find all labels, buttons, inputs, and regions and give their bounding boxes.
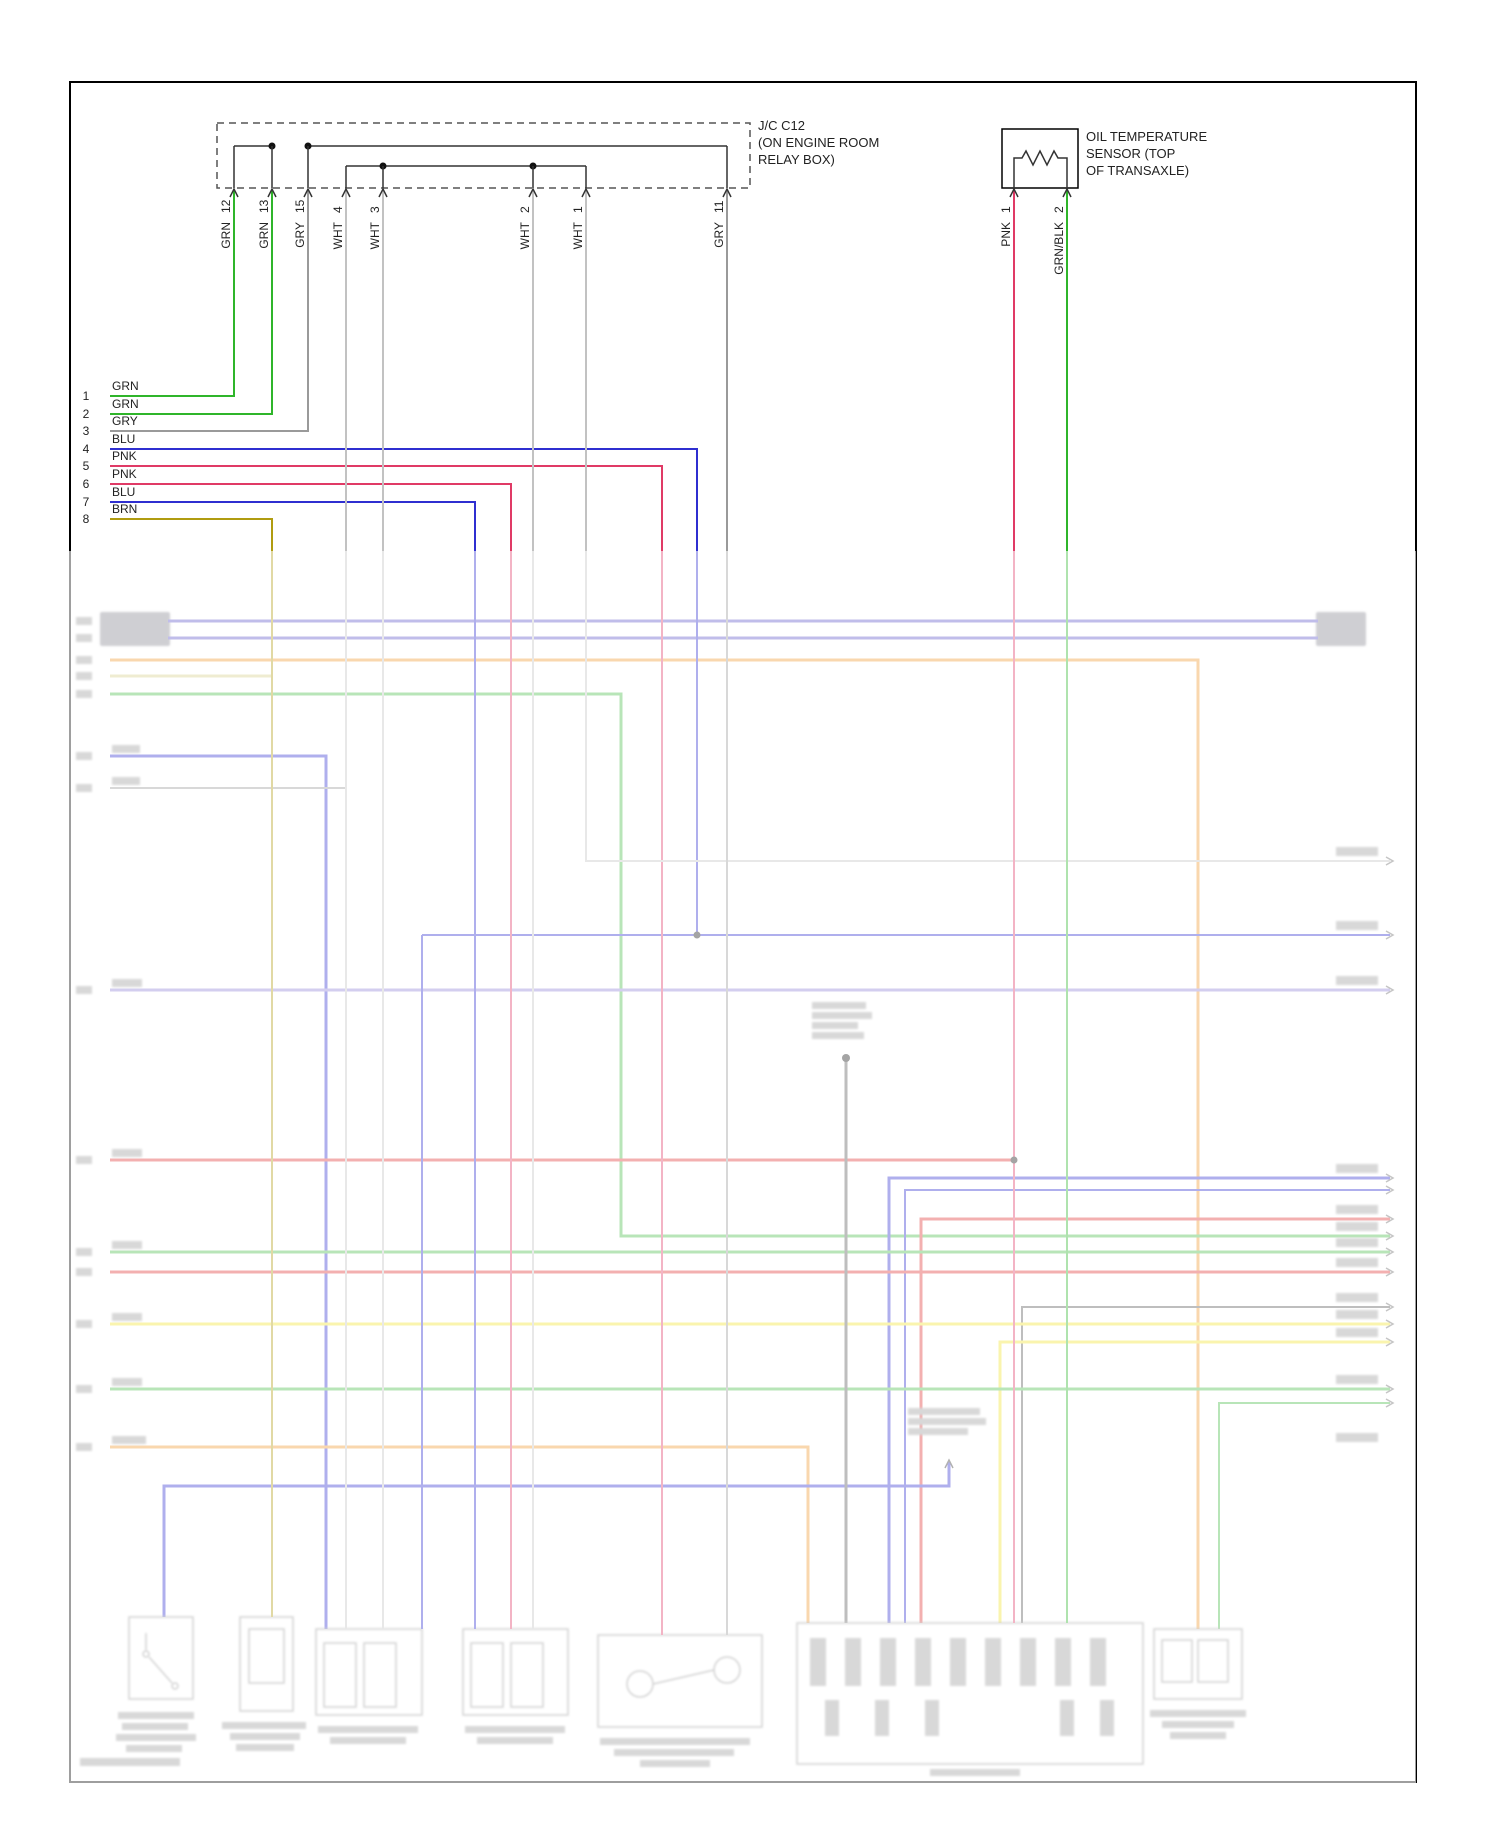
jc-pin-2: 2 WHT — [518, 166, 538, 249]
sensor-label-line1: OIL TEMPERATURE — [1086, 129, 1207, 144]
pin-number: 1 — [571, 206, 585, 213]
sensor-box — [1001, 128, 1079, 189]
wire-color-label: GRY — [293, 222, 307, 248]
row-wire-label: PNK — [112, 467, 137, 481]
wire-color-label: GRN — [257, 222, 271, 249]
pin-number: 11 — [712, 200, 726, 213]
left-connector-rows: 1 GRN 2 GRN 3 GRY 4 BLU 5 PNK 6 PNK 7 BL… — [83, 379, 139, 526]
wire-color-label: GRY — [712, 222, 726, 248]
pin-number: 1 — [999, 206, 1013, 213]
connector-arrow-icon — [1009, 187, 1019, 198]
sensor-label-line2: SENSOR (TOP — [1086, 146, 1175, 161]
wire-row2-grn — [110, 189, 273, 415]
row-number: 5 — [83, 459, 90, 473]
row-number: 1 — [83, 389, 90, 403]
oil-temp-sensor: OIL TEMPERATURE SENSOR (TOP OF TRANSAXLE… — [999, 128, 1207, 275]
jc-pin-3: 3 WHT — [368, 166, 388, 249]
pin-number: 15 — [293, 199, 307, 213]
jc-dashed-box — [216, 122, 751, 189]
row-number: 4 — [83, 442, 90, 456]
wire-row3-gry — [110, 189, 309, 432]
pin-number: 3 — [368, 206, 382, 213]
pin-number: 2 — [1052, 206, 1066, 213]
wire-color-label: PNK — [999, 222, 1013, 247]
resistor-icon — [1013, 149, 1068, 188]
pin-number: 2 — [518, 206, 532, 213]
wire-color-label: WHT — [368, 221, 382, 249]
row-number: 7 — [83, 495, 90, 509]
sensor-pin-2: 2 GRN/BLK — [1052, 187, 1072, 275]
jc-pin-1: 1 WHT — [571, 166, 591, 249]
connector-arrow-icon — [341, 187, 351, 198]
wire-color-label: GRN/BLK — [1052, 222, 1066, 275]
junction-connector-c12: J/C C12 (ON ENGINE ROOM RELAY BOX) 12 GR… — [216, 118, 879, 249]
jc-pin-15: 15 GRY — [293, 146, 313, 248]
connector-arrow-icon — [378, 187, 388, 198]
faded-wash-overlay — [64, 551, 1416, 1795]
connector-arrow-icon — [581, 187, 591, 198]
connector-arrow-icon — [229, 187, 239, 198]
row-number: 2 — [83, 407, 90, 421]
row-wire-label: BRN — [112, 502, 137, 516]
row-number: 8 — [83, 512, 90, 526]
pin-number: 12 — [219, 199, 233, 213]
wire-color-label: WHT — [331, 221, 345, 249]
jc-pin-4: 4 WHT — [331, 166, 351, 249]
sensor-pin-1: 1 PNK — [999, 187, 1019, 247]
row-wire-label: PNK — [112, 449, 137, 463]
wire-row1-grn — [110, 189, 235, 397]
row-wire-label: BLU — [112, 432, 135, 446]
jc-label-line2: (ON ENGINE ROOM — [758, 135, 879, 150]
connector-arrow-icon — [1062, 187, 1072, 198]
row-number: 3 — [83, 424, 90, 438]
wire-color-label: WHT — [571, 221, 585, 249]
jc-label-line3: RELAY BOX) — [758, 152, 835, 167]
row-wire-label: GRY — [112, 414, 138, 428]
row-wire-label: GRN — [112, 379, 139, 393]
sensor-label-line3: OF TRANSAXLE) — [1086, 163, 1189, 178]
connector-arrow-icon — [528, 187, 538, 198]
row-number: 6 — [83, 477, 90, 491]
jc-pin-12: 12 GRN — [219, 146, 239, 249]
connector-arrow-icon — [267, 187, 277, 198]
row-wire-label: GRN — [112, 397, 139, 411]
pin-number: 13 — [257, 199, 271, 213]
row-wire-label: BLU — [112, 485, 135, 499]
jc-pin-11: 11 GRY — [712, 146, 732, 248]
wire-color-label: GRN — [219, 222, 233, 249]
jc-label-line1: J/C C12 — [758, 118, 805, 133]
jc-pin-13: 13 GRN — [257, 146, 277, 249]
connector-arrow-icon — [303, 187, 313, 198]
connector-arrow-icon — [722, 187, 732, 198]
wire-color-label: WHT — [518, 221, 532, 249]
pin-number: 4 — [331, 206, 345, 213]
